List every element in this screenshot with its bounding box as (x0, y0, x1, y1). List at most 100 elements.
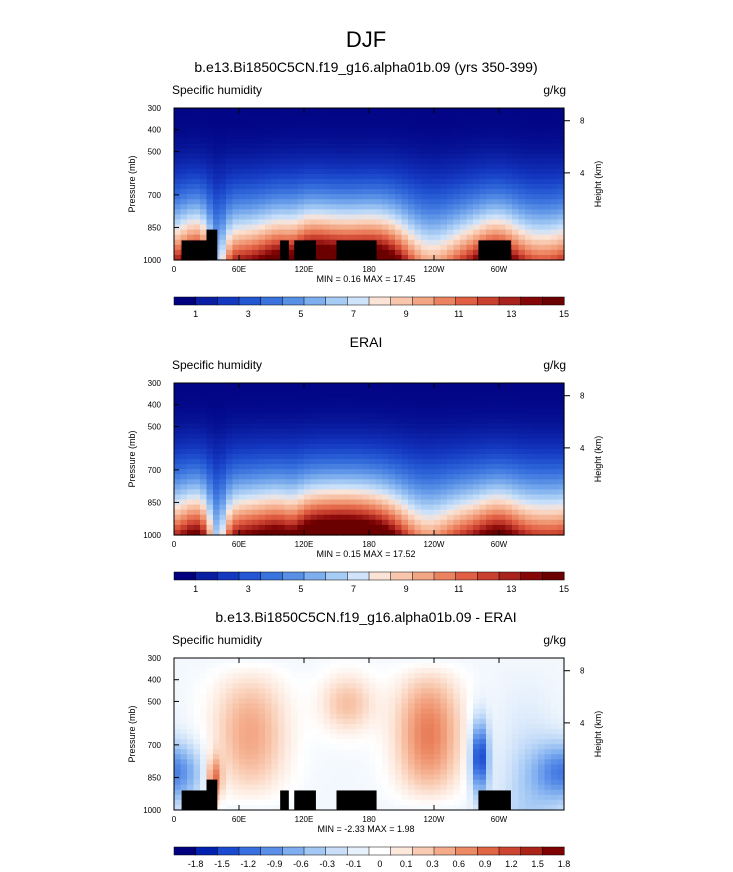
field-cell (434, 383, 442, 389)
field-cell (460, 153, 468, 160)
field-cell (206, 443, 214, 450)
field-cell (291, 504, 299, 511)
field-cell (226, 413, 234, 420)
field-cell (460, 199, 468, 205)
y-tick-label: 500 (148, 422, 162, 431)
field-cell (213, 178, 221, 185)
field-cell (382, 224, 390, 231)
field-cell (297, 494, 305, 501)
field-cell (258, 448, 266, 455)
field-cell (466, 199, 474, 205)
field-cell (232, 128, 240, 134)
field-cell (343, 128, 351, 134)
field-cell (336, 388, 344, 394)
field-cell (226, 718, 234, 725)
field-cell (271, 529, 279, 536)
field-cell (440, 214, 448, 221)
field-cell (557, 108, 565, 114)
field-cell (421, 703, 429, 710)
field-cell (453, 229, 461, 236)
field-cell (434, 769, 442, 776)
field-cell (427, 244, 435, 251)
field-cell (434, 403, 442, 409)
field-cell (492, 108, 500, 114)
field-cell (219, 123, 227, 129)
field-cell (265, 658, 273, 664)
field-cell (232, 234, 240, 241)
field-cell (479, 234, 487, 241)
field-cell (538, 214, 546, 221)
field-cell (219, 744, 227, 750)
field-cell (180, 229, 188, 236)
field-cell (479, 143, 487, 150)
field-cell (213, 118, 221, 124)
field-cell (460, 494, 468, 501)
field-cell (492, 393, 500, 399)
field-cell (245, 443, 253, 450)
field-cell (440, 713, 448, 720)
field-cell (427, 448, 435, 455)
field-cell (447, 403, 455, 409)
field-cell (440, 153, 448, 160)
field-cell (505, 388, 513, 394)
field-cell (297, 393, 305, 399)
field-cell (434, 728, 442, 735)
field-cell (310, 173, 318, 180)
field-cell (401, 723, 409, 730)
field-cell (206, 433, 214, 440)
field-cell (369, 779, 377, 786)
field-cell (174, 658, 182, 664)
field-cell (466, 244, 474, 251)
field-cell (284, 698, 292, 705)
field-cell (317, 123, 325, 129)
field-cell (297, 408, 305, 414)
field-cell (349, 413, 357, 420)
field-cell (291, 519, 299, 526)
field-cell (239, 749, 247, 755)
field-cell (200, 759, 208, 765)
field-cell (544, 494, 552, 501)
field-cell (414, 133, 422, 139)
field-cell (492, 204, 500, 210)
field-cell (330, 178, 338, 185)
field-cell (486, 393, 494, 399)
field-cell (343, 194, 351, 200)
field-cell (479, 514, 487, 521)
field-cell (349, 403, 357, 409)
field-cell (265, 244, 273, 251)
field-cell (310, 408, 318, 414)
field-cell (466, 239, 474, 246)
field-cell (200, 189, 208, 195)
field-cell (460, 499, 468, 506)
field-cell (310, 769, 318, 776)
field-cell (297, 499, 305, 506)
field-cell (219, 383, 227, 389)
field-cell (557, 398, 565, 404)
field-cell (427, 138, 435, 145)
field-cell (323, 519, 331, 526)
field-cell (343, 388, 351, 394)
field-cell (525, 383, 533, 389)
field-cell (486, 189, 494, 195)
field-cell (466, 438, 474, 445)
field-cell (317, 244, 325, 251)
field-cell (310, 108, 318, 114)
field-cell (317, 494, 325, 501)
field-cell (395, 693, 403, 700)
field-cell (486, 474, 494, 480)
field-cell (304, 133, 312, 139)
field-cell (304, 214, 312, 221)
field-cell (382, 804, 390, 811)
field-cell (414, 764, 422, 771)
field-cell (213, 138, 221, 145)
field-cell (473, 108, 481, 114)
field-cell (174, 693, 182, 700)
field-cell (525, 113, 533, 119)
field-cell (369, 168, 377, 175)
field-cell (193, 209, 201, 215)
field-cell (421, 509, 429, 516)
field-cell (518, 239, 526, 246)
field-cell (408, 519, 416, 526)
field-cell (330, 494, 338, 501)
field-cell (336, 423, 344, 430)
